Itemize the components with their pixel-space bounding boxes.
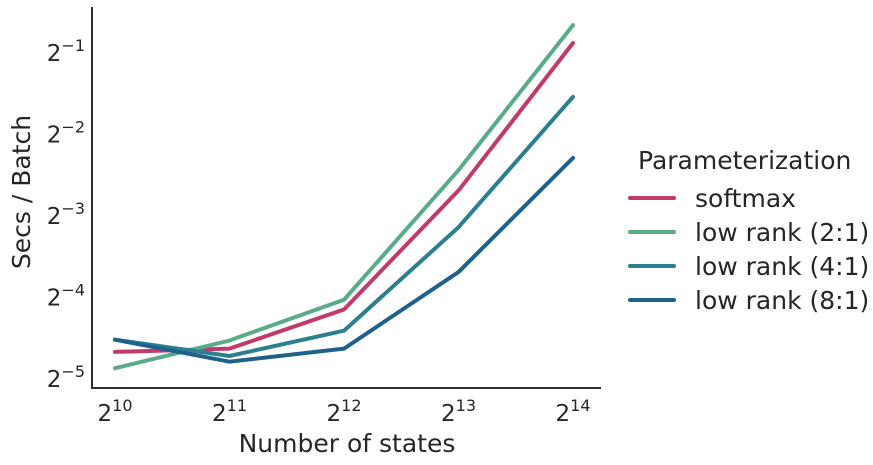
legend-item-low-rank-2-1: low rank (2:1) bbox=[620, 215, 873, 249]
x-tick-label: 213 bbox=[441, 396, 476, 427]
legend-line-swatch bbox=[628, 264, 676, 268]
x-tick-label: 211 bbox=[212, 396, 247, 427]
y-tick-label: 2−5 bbox=[47, 362, 85, 393]
legend-item-low-rank-4-1: low rank (4:1) bbox=[620, 249, 873, 283]
legend-label: low rank (2:1) bbox=[695, 217, 870, 247]
legend-item-low-rank-8-1: low rank (8:1) bbox=[620, 283, 873, 317]
y-tick-label: 2−2 bbox=[47, 118, 85, 149]
legend-line-swatch bbox=[628, 298, 676, 302]
plot-area: 2−1 2−2 2−3 2−4 2−5 210 211 212 213 214 bbox=[47, 7, 601, 427]
y-tick-label: 2−3 bbox=[47, 199, 85, 230]
x-axis-title: Number of states bbox=[239, 429, 456, 458]
x-tick-label: 214 bbox=[556, 396, 591, 427]
legend-line-swatch bbox=[628, 230, 676, 234]
series-line-low-rank-2-1- bbox=[113, 23, 575, 371]
legend-line-swatch bbox=[628, 196, 676, 200]
legend-label: low rank (4:1) bbox=[695, 251, 870, 281]
legend: Parameterization softmax low rank (2:1) … bbox=[620, 146, 873, 317]
series-line-low-rank-4-1- bbox=[113, 94, 575, 358]
series-line-softmax bbox=[113, 41, 575, 354]
y-tick-label: 2−4 bbox=[47, 281, 85, 312]
legend-rows: softmax low rank (2:1) low rank (4:1) lo… bbox=[620, 181, 873, 317]
x-tick-label: 212 bbox=[327, 396, 362, 427]
series-line-low-rank-8-1- bbox=[113, 155, 575, 364]
legend-title: Parameterization bbox=[638, 146, 852, 175]
x-tick-label: 210 bbox=[98, 396, 133, 427]
y-axis-title: Secs / Batch bbox=[7, 115, 36, 269]
legend-label: softmax bbox=[695, 183, 796, 213]
y-tick-label: 2−1 bbox=[47, 36, 85, 67]
legend-item-softmax: softmax bbox=[620, 181, 873, 215]
axis-spines bbox=[91, 7, 601, 389]
legend-label: low rank (8:1) bbox=[695, 285, 870, 315]
